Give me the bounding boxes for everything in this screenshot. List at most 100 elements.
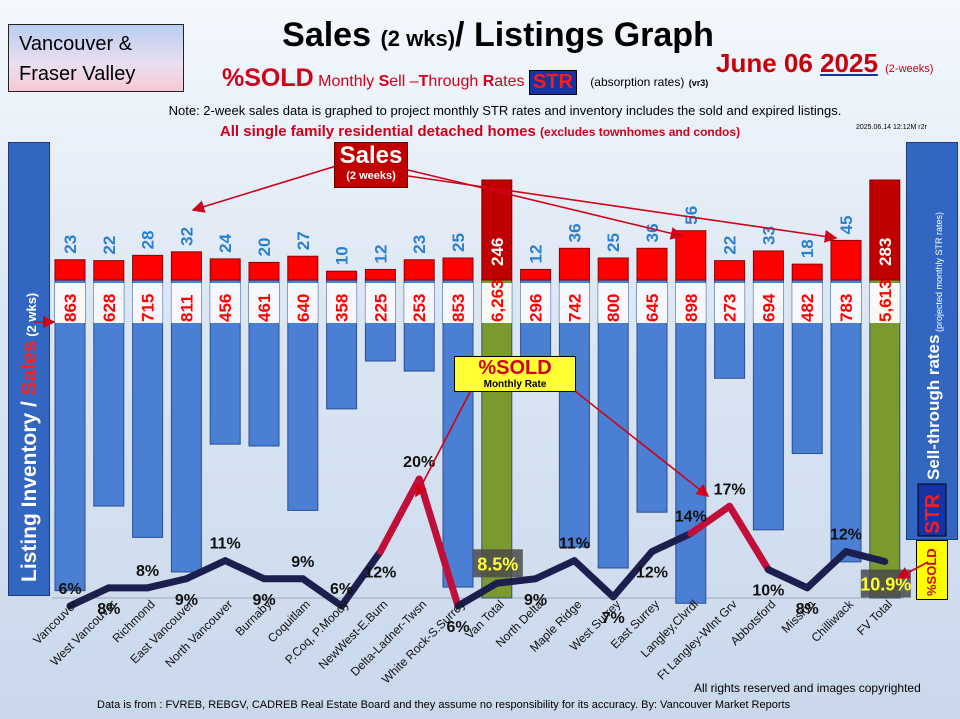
callout-arrow xyxy=(565,383,710,497)
str-line-segment xyxy=(299,575,346,610)
sales-label: 36 xyxy=(643,223,662,242)
str-line-segment xyxy=(144,575,190,592)
sales-label: 246 xyxy=(488,238,507,266)
sales-bar xyxy=(364,268,396,281)
str-line-segment xyxy=(726,502,772,574)
inventory-label: 800 xyxy=(604,294,623,322)
inventory-bar xyxy=(54,279,86,592)
str-label: 9% xyxy=(524,592,547,609)
footer-rights: All rights reserved and images copyright… xyxy=(694,681,921,695)
right-axis-paren: (projected monthly STR rates) xyxy=(934,212,944,332)
callout-arrow xyxy=(407,169,684,240)
sales-bar xyxy=(170,251,202,281)
date-md: June 06 xyxy=(716,48,821,78)
inventory-bar xyxy=(597,279,629,569)
sales-labels: 23 22 28 32 24 20 27 10 12 23 25 246 12 36 25 36 56 22 33 1… xyxy=(61,206,895,266)
str-line-segment xyxy=(532,557,578,583)
inventory-label-bg xyxy=(481,283,512,323)
sales-label: 12 xyxy=(527,245,546,264)
sales-label: 22 xyxy=(100,236,119,255)
fv-sold-badge xyxy=(916,540,948,600)
inventory-label: 296 xyxy=(527,294,546,322)
sold-callout-title: %SOLD xyxy=(478,357,552,379)
str-line-segment xyxy=(66,584,113,610)
subtitle-absorption: (absorption rates) xyxy=(590,75,685,89)
inventory-label: 273 xyxy=(721,294,740,322)
subtitle-version: (vr3) xyxy=(688,78,709,88)
sales-label: 283 xyxy=(876,238,895,266)
inventory-label-bg xyxy=(210,283,241,323)
title-rest: / Listings Graph xyxy=(455,16,714,54)
sales-label: 25 xyxy=(449,233,468,252)
footer-source: Data is from : FVREB, REBGV, CADREB Real… xyxy=(97,699,791,711)
str-label: 10% xyxy=(752,583,784,600)
inventory-label: 640 xyxy=(294,294,313,322)
inventory-label-bg xyxy=(93,283,124,323)
inventory-label-bg xyxy=(637,283,667,323)
inventory-label: 456 xyxy=(216,294,235,322)
region-line-2: Fraser Valley xyxy=(19,63,136,85)
inventory-label-bg xyxy=(443,283,473,323)
left-axis-panel xyxy=(8,142,50,596)
inventory-bar xyxy=(830,279,862,563)
left-axis-part3: (2 wks) xyxy=(24,293,39,341)
inventory-label-bg xyxy=(365,283,396,323)
str-line-segment xyxy=(415,475,462,610)
str-line-segment xyxy=(493,575,540,587)
inventory-label-bg xyxy=(598,283,629,323)
sales-bar xyxy=(93,260,125,281)
sales-label: 33 xyxy=(759,226,778,245)
subtitle-t: T xyxy=(418,73,429,90)
left-axis-label: Listing Inventory / Sales (2 wks) xyxy=(18,293,41,582)
sales-bar xyxy=(248,261,280,281)
inventory-label-bg xyxy=(675,283,706,323)
sales-label: 56 xyxy=(682,206,701,225)
inventory-labels: 863 628 715 811 456 461 640 358 225 253 853 6,263 29… xyxy=(55,279,900,323)
inventory-bar xyxy=(558,279,590,548)
subtitle-r: R xyxy=(482,73,495,90)
sales-callout: Sales (2 weeks) xyxy=(334,142,408,188)
right-axis-panel xyxy=(906,142,958,540)
sales-bar xyxy=(714,260,746,281)
inventory-bar xyxy=(481,279,513,599)
sales-label: 24 xyxy=(216,233,235,252)
sales-bar xyxy=(830,239,862,281)
inventory-label: 863 xyxy=(61,294,80,322)
title-main: Sales xyxy=(282,16,371,54)
date-year: 2025 xyxy=(820,48,878,78)
inventory-label: 715 xyxy=(139,294,158,322)
str-line-segment xyxy=(570,557,617,601)
sales-label: 23 xyxy=(410,235,429,254)
inventory-label-bg xyxy=(55,283,85,323)
sales-label: 10 xyxy=(333,246,352,265)
sales-bar xyxy=(675,230,707,281)
subtitle-ates: ates xyxy=(494,73,529,90)
subtitle-ell: ell – xyxy=(389,73,419,90)
inventory-label-bg xyxy=(714,283,745,323)
str-line-segment xyxy=(803,548,850,592)
left-axis-part1: Listing Inventory / xyxy=(18,395,41,582)
str-label: 12% xyxy=(364,565,396,582)
sales-label: 28 xyxy=(139,230,158,249)
subtitle-monthly: Monthly xyxy=(313,73,379,90)
sales-bar xyxy=(520,268,552,281)
sales-label: 20 xyxy=(255,237,274,256)
sales-bar xyxy=(597,257,629,281)
region-label-box: Vancouver & Fraser Valley xyxy=(8,24,184,92)
sales-bar xyxy=(54,259,86,281)
right-axis-label: Sell-through rates (projected monthly ST… xyxy=(917,212,947,537)
str-label: 12% xyxy=(636,565,668,582)
inventory-label-bg xyxy=(326,283,357,323)
chart-subnote: All single family residential detached h… xyxy=(0,123,960,140)
sales-label: 32 xyxy=(177,227,196,246)
str-label: 8% xyxy=(136,563,159,580)
str-label: 17% xyxy=(714,481,746,498)
chart-title: Sales (2 wks)/ Listings Graph xyxy=(180,16,816,55)
str-total-label: 8.5% xyxy=(477,554,518,574)
inventory-label-bg xyxy=(249,283,279,323)
str-line-segment xyxy=(764,566,811,592)
right-axis-main: Sell-through rates xyxy=(924,335,943,480)
x-tick-label: NewWest-E.Burn xyxy=(316,597,391,672)
str-label: 8% xyxy=(97,601,120,618)
sales-label: 18 xyxy=(798,239,817,258)
